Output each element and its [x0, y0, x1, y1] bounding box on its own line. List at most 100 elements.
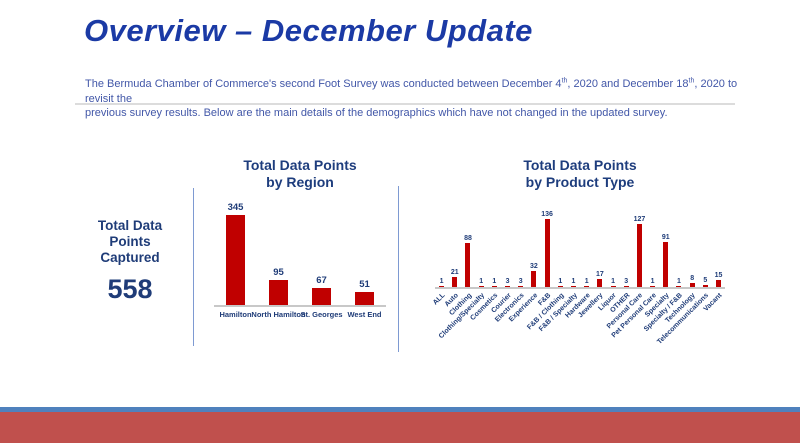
bar-slot-electronics: 3 — [514, 277, 527, 287]
product-type-chart-axis-labels: ALL Auto Clothing Clothing/Specialty Cosmeti… — [432, 289, 725, 347]
bar-specialty-f-b — [676, 286, 682, 287]
bar-slot-liquor: 1 — [606, 278, 619, 287]
value-label-technology: 8 — [690, 275, 695, 282]
value-label-specialty-f-b: 1 — [677, 278, 681, 285]
category-slot-west-end: West End — [343, 310, 386, 319]
value-label-electronics: 3 — [518, 277, 523, 285]
bar-slot-jewellery: 17 — [593, 270, 606, 287]
product-type-chart: Total Data Points by Product Type 1 21 88 1… — [425, 157, 735, 347]
bar-slot-technology: 8 — [686, 275, 699, 287]
bar-clothing — [465, 243, 471, 287]
subtitle-superscript: th — [561, 77, 568, 85]
category-slot-hamilton: Hamilton — [214, 310, 257, 319]
bar-slot-f-b-specialty: 1 — [567, 278, 580, 287]
bar-specialty — [663, 241, 669, 287]
value-label-personal-care: 127 — [633, 215, 646, 223]
bar-slot-experience: 32 — [527, 263, 540, 287]
category-label-hamilton: Hamilton — [219, 310, 252, 319]
value-label-jewellery: 17 — [595, 270, 604, 278]
bar-slot-auto: 21 — [448, 268, 461, 287]
bar-personal-care — [636, 223, 642, 287]
category-label-north-hamilton: North Hamilton — [251, 310, 306, 319]
subtitle-text: , 2020 to revisit the — [85, 78, 738, 105]
bar-slot-all: 1 — [435, 278, 448, 287]
bar-slot-vacant: 15 — [712, 271, 725, 287]
bar-north-hamilton — [269, 280, 288, 305]
category-label-west-end: West End — [347, 310, 382, 319]
subtitle-text: previous survey results. Below are the m… — [85, 107, 668, 119]
value-label-f-b-clothing: 1 — [558, 278, 563, 285]
bar-slot-west-end: 51 — [343, 278, 386, 305]
region-chart: Total Data Points by Region 345 95 67 51 Ha… — [205, 157, 395, 319]
category-slot-vacant: Vacant — [703, 289, 725, 347]
value-label-cosmetics: 1 — [492, 278, 497, 285]
bar-pet-personal-care — [650, 286, 656, 287]
bar-cosmetics — [491, 286, 497, 287]
bar-hardware — [584, 286, 590, 287]
bar-courier — [505, 285, 511, 287]
bar-st-georges — [312, 287, 331, 305]
value-label-experience: 32 — [530, 263, 538, 270]
value-label-other: 3 — [624, 277, 629, 285]
vertical-divider-left — [193, 188, 194, 346]
bar-slot-telecommunications: 5 — [699, 277, 712, 287]
header-divider-line — [75, 103, 735, 105]
slide-title: Overview – December Update — [84, 13, 533, 48]
bar-slot-f-b-clothing: 1 — [554, 278, 567, 287]
bar-jewellery — [597, 278, 603, 287]
footer-red-bar — [0, 412, 800, 443]
value-label-auto: 21 — [450, 268, 459, 276]
bar-slot-specialty-f-b: 1 — [672, 278, 685, 287]
bar-slot-f-b: 136 — [541, 211, 554, 287]
bar-f-b — [544, 219, 550, 287]
bar-telecommunications — [702, 284, 708, 287]
value-label-f-b: 136 — [541, 211, 553, 218]
category-slot-st-georges: St. Georges — [300, 310, 343, 319]
bar-hamilton — [226, 215, 245, 305]
category-slot-jewellery: Jewellery — [578, 289, 606, 347]
vertical-divider-right — [398, 186, 399, 352]
value-label-west-end: 51 — [359, 278, 370, 290]
bar-f-b-clothing — [557, 286, 563, 287]
bar-auto — [452, 276, 458, 287]
product-type-chart-title: Total Data Points by Product Type — [523, 157, 637, 190]
value-label-liquor: 1 — [611, 278, 615, 285]
summary-label: Total Data Points Captured — [97, 218, 163, 265]
region-chart-plot: 345 95 67 51 — [214, 197, 386, 307]
value-label-hamilton: 345 — [227, 202, 244, 213]
value-label-clothing-specialty: 1 — [479, 278, 484, 285]
bar-slot-clothing: 88 — [461, 235, 474, 287]
category-slot-telecommunications: Telecommunications — [656, 289, 712, 347]
value-label-vacant: 15 — [714, 271, 723, 279]
bar-slot-pet-personal-care: 1 — [646, 278, 659, 287]
summary-block: Total Data Points Captured 558 — [68, 218, 192, 305]
value-label-f-b-specialty: 1 — [571, 278, 576, 285]
bar-slot-specialty: 91 — [659, 233, 672, 287]
bar-technology — [689, 283, 695, 287]
footer-blue-stripe — [0, 407, 800, 412]
bar-all — [439, 286, 445, 287]
bar-other — [623, 285, 629, 287]
bar-slot-clothing-specialty: 1 — [475, 278, 488, 287]
value-label-specialty: 91 — [661, 233, 670, 241]
value-label-hardware: 1 — [584, 278, 589, 285]
region-chart-axis-labels: Hamilton North Hamilton St. Georges West En… — [214, 310, 386, 319]
value-label-north-hamilton: 95 — [273, 267, 284, 278]
bar-vacant — [716, 279, 722, 287]
value-label-st-georges: 67 — [316, 274, 327, 286]
bar-clothing-specialty — [478, 286, 484, 287]
bar-slot-hardware: 1 — [580, 278, 593, 287]
category-slot-north-hamilton: North Hamilton — [251, 310, 305, 319]
bar-slot-courier: 3 — [501, 277, 514, 287]
bar-experience — [531, 271, 537, 287]
value-label-all: 1 — [439, 278, 444, 285]
subtitle-text: , 2020 and December 18 — [567, 78, 689, 90]
bar-slot-other: 3 — [620, 277, 633, 287]
bar-west-end — [355, 291, 374, 305]
value-label-pet-personal-care: 1 — [650, 278, 655, 285]
summary-value: 558 — [107, 274, 153, 304]
bar-liquor — [610, 286, 616, 287]
value-label-courier: 3 — [505, 277, 510, 285]
bar-electronics — [518, 285, 524, 287]
